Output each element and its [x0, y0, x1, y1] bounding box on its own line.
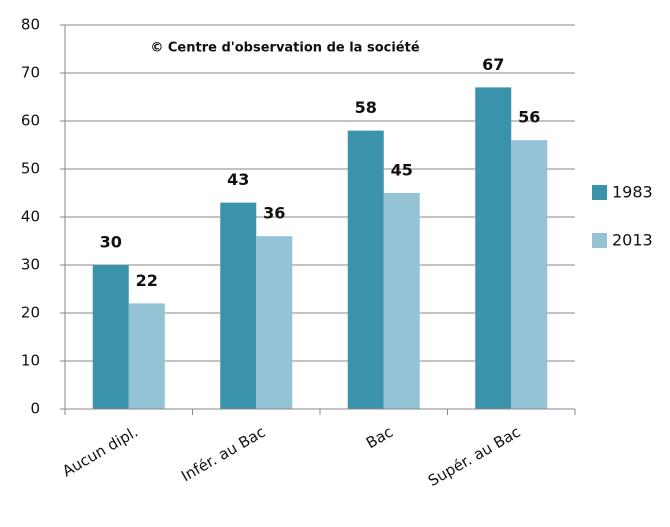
x-tick-label: Bac [363, 423, 396, 452]
x-tick-label: Supér. au Bac [425, 423, 523, 490]
bar [383, 193, 420, 409]
legend-label: 2013 [612, 231, 653, 250]
annotation: © Centre d'observation de la société [150, 41, 419, 56]
value-label: 22 [136, 271, 158, 290]
legend-swatch [592, 233, 607, 248]
bar [92, 265, 129, 409]
value-label: 30 [100, 233, 122, 252]
y-tick-label: 40 [21, 208, 40, 226]
value-label: 56 [518, 108, 540, 127]
x-tick-label: Infér. au Bac [178, 423, 268, 486]
y-tick-label: 30 [21, 256, 40, 274]
y-tick-label: 50 [21, 160, 40, 178]
y-tick-label: 20 [21, 304, 40, 322]
legend-swatch [592, 185, 607, 200]
value-label: 45 [391, 161, 413, 180]
bar [475, 87, 512, 410]
value-label: 67 [482, 55, 504, 74]
y-tick-label: 60 [21, 112, 40, 130]
bar [128, 303, 165, 409]
y-tick-label: 0 [30, 400, 40, 418]
y-tick-label: 10 [21, 352, 40, 370]
value-label: 43 [227, 170, 249, 189]
y-tick-label: 70 [21, 64, 40, 82]
value-label: 58 [355, 98, 377, 117]
y-tick-label: 80 [21, 16, 40, 34]
bar [511, 140, 548, 409]
value-label: 36 [263, 204, 285, 223]
x-tick-label: Aucun dipl. [59, 423, 141, 481]
bar [347, 130, 384, 409]
bar [256, 236, 293, 409]
legend-label: 1983 [612, 183, 653, 202]
bar [220, 202, 257, 409]
